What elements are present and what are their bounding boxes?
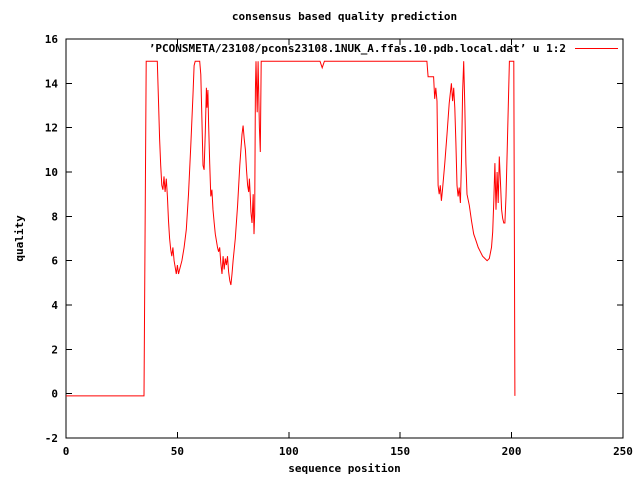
x-tick-label: 100 <box>279 445 299 458</box>
legend-label: ’PCONSMETA/23108/pcons23108.1NUK_A.ffas.… <box>148 42 566 55</box>
x-tick-label: 50 <box>171 445 184 458</box>
x-tick-label: 200 <box>502 445 522 458</box>
y-tick-label: 14 <box>45 77 59 90</box>
y-tick-label: 8 <box>51 210 58 223</box>
legend-line-sample <box>575 48 618 49</box>
y-tick-label: 12 <box>45 122 58 135</box>
x-axis-title: sequence position <box>288 462 401 475</box>
y-tick-label: 2 <box>51 343 58 356</box>
y-tick-label: 16 <box>45 33 59 46</box>
chart-title: consensus based quality prediction <box>231 10 458 23</box>
data-line <box>66 60 516 397</box>
plot-border <box>65 38 624 439</box>
y-tick-label: -2 <box>45 432 58 445</box>
x-tick-label: 150 <box>390 445 410 458</box>
y-tick-label: 6 <box>51 255 58 268</box>
x-tick-label: 250 <box>613 445 633 458</box>
y-tick-label: 4 <box>51 299 58 312</box>
legend: ’PCONSMETA/23108/pcons23108.1NUK_A.ffas.… <box>149 42 618 55</box>
x-tick-label: 0 <box>63 445 70 458</box>
y-tick-label: 0 <box>51 388 58 401</box>
y-axis-title: quality <box>13 215 26 262</box>
y-tick-label: 10 <box>45 166 58 179</box>
